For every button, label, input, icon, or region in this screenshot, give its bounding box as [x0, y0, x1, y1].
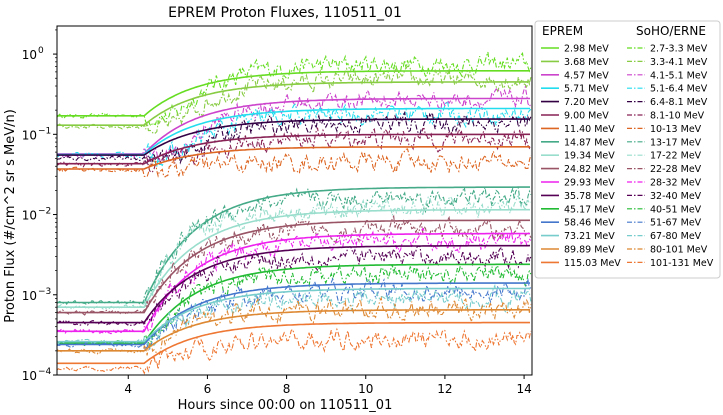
legend-label-eprem-2: 4.57 MeV	[564, 70, 609, 81]
legend-label-erne-14: 67-80 MeV	[650, 231, 702, 242]
legend-entries: 2.98 MeV 2.7-3.3 MeV 3.68 MeV 3.3-4.1 MeV 4.…	[541, 44, 714, 269]
x-tick-label: 14	[516, 382, 531, 396]
observed-series-14	[56, 283, 532, 347]
model-series-10	[57, 232, 530, 333]
observed-series-9	[56, 214, 532, 316]
observed-series-2	[56, 85, 532, 166]
legend-label-eprem-5: 9.00 MeV	[564, 111, 609, 122]
legend-label-erne-3: 5.1-6.4 MeV	[650, 84, 708, 95]
y-tick-label: 10	[22, 209, 37, 223]
legend-box	[534, 20, 721, 279]
observed-series-8	[56, 194, 532, 311]
legend-label-eprem-15: 89.89 MeV	[564, 245, 615, 256]
legend-label-eprem-11: 35.78 MeV	[564, 191, 615, 202]
legend-label-erne-16: 101-131 MeV	[650, 258, 714, 269]
legend-header-erne: SoHO/ERNE	[636, 24, 706, 38]
observed-series-6	[56, 148, 532, 178]
y-tick-exponent: 0	[38, 46, 44, 56]
legend-label-eprem-14: 73.21 MeV	[564, 231, 615, 242]
y-tick-label: 10	[22, 48, 37, 62]
legend-label-eprem-4: 7.20 MeV	[564, 97, 609, 108]
legend-label-eprem-9: 24.82 MeV	[564, 164, 615, 175]
legend-label-erne-11: 32-40 MeV	[650, 191, 702, 202]
legend-label-eprem-6: 11.40 MeV	[564, 124, 615, 135]
legend-label-erne-6: 10-13 MeV	[650, 124, 702, 135]
y-tick-label: 10	[22, 289, 37, 303]
legend-label-erne-10: 28-32 MeV	[650, 178, 702, 189]
y-tick-exponent: −1	[38, 126, 51, 136]
legend-label-erne-1: 3.3-4.1 MeV	[650, 57, 708, 68]
legend-label-erne-13: 51-67 MeV	[650, 218, 702, 229]
x-axis-label: Hours since 00:00 on 110511_01	[178, 398, 393, 413]
legend-label-erne-0: 2.7-3.3 MeV	[650, 44, 708, 55]
legend-label-erne-7: 13-17 MeV	[650, 137, 702, 148]
observed-series-5	[56, 127, 532, 174]
legend-label-erne-2: 4.1-5.1 MeV	[650, 70, 708, 81]
observed-series-15	[56, 296, 532, 356]
legend-label-erne-15: 80-101 MeV	[650, 245, 708, 256]
x-tick-label: 6	[204, 382, 212, 396]
legend: EPREM SoHO/ERNE 2.98 MeV 2.7-3.3 MeV 3.68 …	[534, 20, 721, 279]
legend-label-eprem-3: 5.71 MeV	[564, 84, 609, 95]
legend-label-erne-5: 8.1-10 MeV	[650, 111, 705, 122]
x-tick-label: 8	[283, 382, 291, 396]
y-tick-exponent: −3	[38, 287, 51, 297]
observed-series-10	[56, 227, 532, 335]
chart-title: EPREM Proton Fluxes, 110511_01	[168, 5, 402, 21]
legend-label-erne-9: 22-28 MeV	[650, 164, 702, 175]
observed-series-11	[56, 245, 532, 327]
y-tick-label: 10	[22, 128, 37, 142]
model-series-16	[57, 321, 530, 365]
model-series-5	[57, 133, 530, 165]
legend-label-eprem-10: 29.93 MeV	[564, 178, 615, 189]
y-axis-label: Proton Flux (#/cm^2 sr s MeV/n)	[3, 109, 18, 323]
legend-label-eprem-8: 19.34 MeV	[564, 151, 615, 162]
model-series-7	[57, 186, 530, 304]
series-layer	[56, 51, 532, 375]
legend-header-eprem: EPREM	[542, 24, 583, 38]
x-tick-label: 4	[124, 382, 132, 396]
legend-label-eprem-13: 58.46 MeV	[564, 218, 615, 229]
model-series-6	[57, 146, 530, 170]
legend-label-eprem-16: 115.03 MeV	[564, 258, 621, 269]
model-series-13	[57, 282, 530, 346]
observed-series-13	[56, 277, 532, 351]
legend-label-eprem-0: 2.98 MeV	[564, 44, 609, 55]
model-series-8	[57, 208, 530, 308]
y-tick-exponent: −2	[38, 207, 51, 217]
observed-series-0	[56, 51, 532, 128]
model-series-4	[57, 118, 530, 156]
legend-label-erne-4: 6.4-8.1 MeV	[650, 97, 708, 108]
legend-label-eprem-1: 3.68 MeV	[564, 57, 609, 68]
legend-label-erne-8: 17-22 MeV	[650, 151, 702, 162]
model-series-1	[57, 81, 530, 126]
legend-label-erne-12: 40-51 MeV	[650, 204, 702, 215]
y-tick-label: 10	[22, 369, 37, 383]
model-series-9	[57, 219, 530, 314]
observed-series-16	[56, 327, 532, 375]
legend-label-eprem-12: 45.17 MeV	[564, 204, 615, 215]
observed-series-1	[56, 65, 532, 135]
plot-frame	[56, 25, 533, 376]
model-series-14	[57, 287, 530, 343]
model-series-0	[57, 70, 530, 117]
y-tick-exponent: −4	[38, 367, 52, 377]
legend-label-eprem-7: 14.87 MeV	[564, 137, 615, 148]
x-tick-label: 10	[358, 382, 373, 396]
model-series-15	[57, 309, 530, 352]
model-series-11	[57, 244, 531, 324]
x-tick-label: 12	[437, 382, 452, 396]
